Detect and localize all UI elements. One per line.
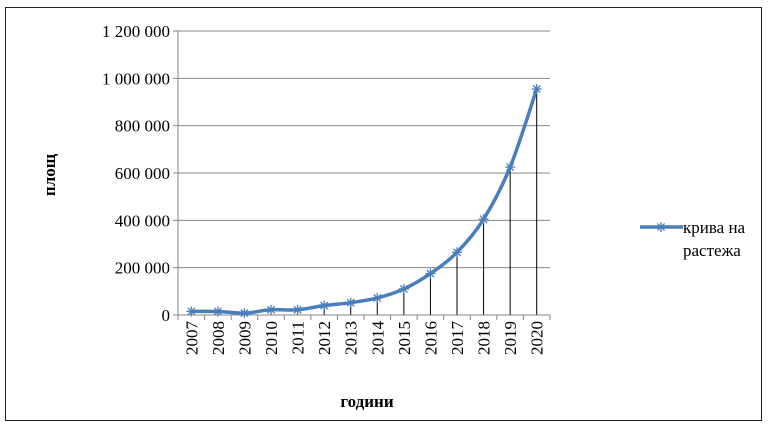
x-tick-label: 2020	[528, 321, 547, 355]
gridlines	[178, 30, 550, 269]
x-tick-label: 2007	[182, 321, 201, 356]
y-tick-labels: 0 200 000 400 000 600 000 800 000 1 000 000 1 …	[102, 22, 170, 325]
x-tick-label: 2019	[501, 321, 520, 355]
chart-frame	[5, 7, 762, 421]
x-tick-label: 2015	[395, 321, 414, 355]
data-point-marker	[212, 306, 223, 317]
x-tick-label: 2009	[235, 321, 254, 355]
x-tick-label: 2013	[342, 321, 361, 355]
x-tick-labels: 2007 2008 2009 2010 2011 2012 2013 2014 2015 2016…	[182, 321, 546, 356]
data-point-marker	[186, 306, 197, 317]
data-point-marker	[319, 300, 330, 311]
x-tick-label: 2008	[209, 321, 228, 355]
series-path	[191, 88, 539, 315]
x-tick-label: 2010	[262, 321, 281, 355]
series-markers	[186, 83, 542, 319]
x-axis-title: години	[340, 392, 393, 411]
x-tick-label: 2014	[368, 321, 387, 356]
data-point-marker	[372, 292, 383, 303]
data-point-marker	[398, 283, 409, 294]
legend-label-line-2: растежа	[683, 241, 741, 260]
y-tick-label: 400 000	[115, 211, 170, 230]
x-tick-label: 2017	[448, 321, 467, 356]
series-line	[191, 88, 539, 315]
x-tick-label: 2018	[475, 321, 494, 355]
data-point-marker	[478, 214, 489, 225]
x-tick-label: 2016	[421, 321, 440, 355]
y-tick-label: 0	[162, 306, 171, 325]
y-axis-title: площ	[40, 153, 59, 196]
data-point-marker	[452, 247, 462, 258]
legend-label-line-1: крива на	[683, 218, 746, 237]
x-tick-label: 2011	[289, 321, 308, 354]
data-point-marker	[292, 304, 303, 315]
y-tick-label: 600 000	[115, 164, 170, 183]
data-point-marker	[266, 304, 276, 315]
data-point-marker	[425, 268, 436, 279]
y-tick-label: 800 000	[115, 117, 170, 136]
data-point-marker	[239, 308, 250, 319]
axes	[173, 30, 551, 320]
y-tick-label: 1 200 000	[102, 22, 170, 41]
legend-asterisk	[656, 222, 666, 232]
data-point-marker	[531, 83, 542, 94]
y-tick-label: 200 000	[115, 259, 170, 278]
legend-marker-icon	[656, 222, 666, 232]
data-point-marker	[505, 162, 516, 173]
y-tick-label: 1 000 000	[102, 69, 170, 88]
data-point-marker	[345, 297, 356, 308]
x-tick-label: 2012	[315, 321, 334, 355]
legend: крива на растежа	[640, 218, 746, 260]
drop-lines	[190, 88, 538, 315]
